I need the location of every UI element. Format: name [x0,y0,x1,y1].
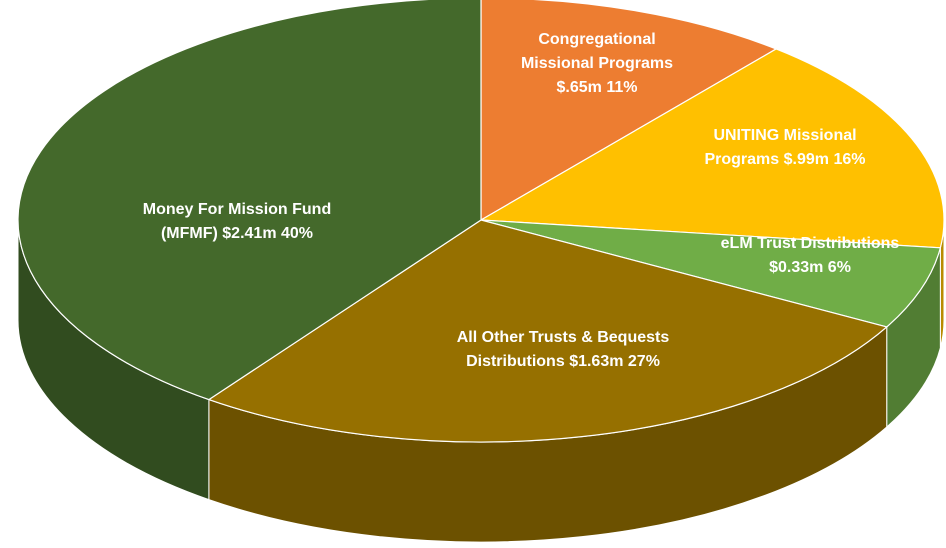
amount: $.65m [556,79,602,96]
percent: 6% [827,259,851,276]
slice-top [480,219,942,328]
slice-top [478,48,945,249]
percent: 40% [281,225,314,242]
pie-slice [17,0,482,501]
category: eLM Trust Distributions [720,235,900,252]
amount: $0.33m [769,259,824,276]
slice-label: All Other Trusts & Bequests Distribution… [453,326,673,374]
category: All Other Trusts & Bequests Distribution… [456,329,670,370]
pie-slice [478,48,945,348]
category: UNITING Missional Programs [704,127,857,168]
slice-label: UNITING Missional Programs $.99m 16% [675,124,895,172]
percent: 11% [606,79,638,96]
slice-label: Congregational Missional Programs $.65m … [507,28,687,100]
slice-label: Money For Mission Fund (MFMF) $2.41m 40% [117,198,357,246]
slice-top [480,0,778,222]
category: Money For Mission Fund (MFMF) [142,201,332,242]
pie-slice [480,0,778,222]
slice-label: eLM Trust Distributions $0.33m 6% [700,232,920,280]
slice-top [207,219,888,443]
amount: $2.41m [222,225,277,242]
percent: 27% [627,353,660,370]
slice-top [17,0,482,401]
amount: $.99m [783,151,830,168]
amount: $1.63m [569,353,624,370]
percent: 16% [833,151,866,168]
category: Congregational Missional Programs [520,31,674,72]
